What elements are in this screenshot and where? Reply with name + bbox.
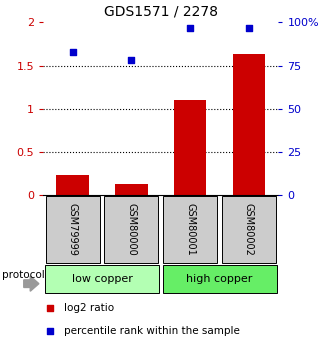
- Bar: [45, 265, 159, 293]
- Text: percentile rank within the sample: percentile rank within the sample: [64, 326, 240, 336]
- Text: GSM79999: GSM79999: [68, 203, 77, 256]
- Text: log2 ratio: log2 ratio: [64, 303, 115, 313]
- Point: [48, 305, 53, 310]
- Bar: [174, 100, 206, 195]
- Bar: [45, 196, 100, 263]
- Title: GDS1571 / 2278: GDS1571 / 2278: [104, 4, 218, 19]
- Text: GSM80000: GSM80000: [126, 203, 136, 256]
- Point: [188, 25, 193, 30]
- Point: [129, 58, 134, 63]
- Text: low copper: low copper: [72, 274, 132, 284]
- FancyArrow shape: [24, 276, 39, 291]
- Point: [48, 328, 53, 334]
- Bar: [163, 196, 217, 263]
- Bar: [56, 175, 89, 195]
- Bar: [115, 184, 148, 195]
- Bar: [163, 265, 276, 293]
- Text: GSM80001: GSM80001: [185, 203, 195, 256]
- Bar: [233, 54, 265, 195]
- Text: high copper: high copper: [187, 274, 253, 284]
- Bar: [222, 196, 276, 263]
- Text: GSM80002: GSM80002: [244, 203, 254, 256]
- Text: protocol: protocol: [2, 269, 45, 279]
- Point: [246, 25, 252, 30]
- Bar: [104, 196, 158, 263]
- Point: [70, 49, 75, 55]
